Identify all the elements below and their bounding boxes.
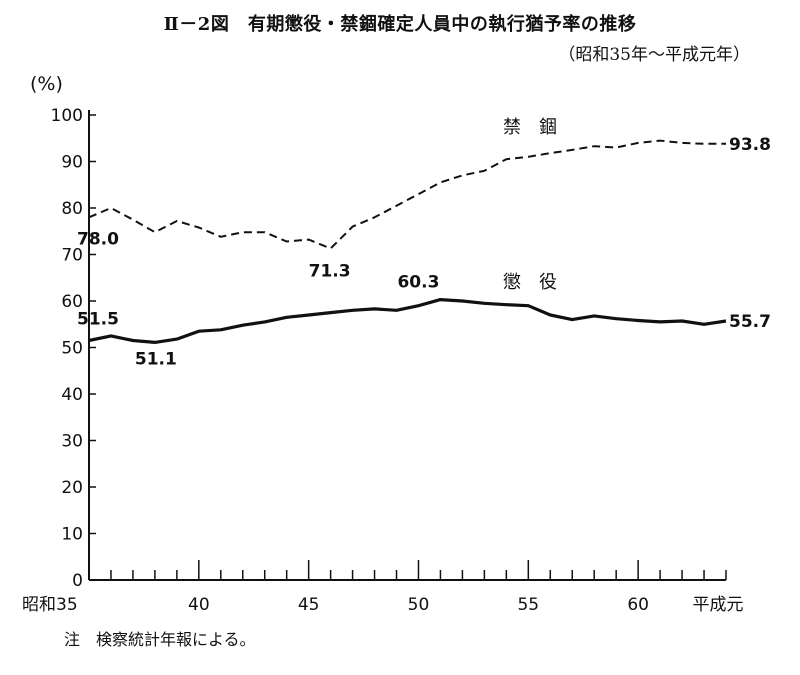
- y-tick-label: 80: [61, 199, 83, 219]
- y-tick-label: 30: [61, 432, 83, 452]
- data-label: 60.3: [397, 273, 439, 293]
- series-line-choeki: [88, 298, 727, 344]
- source-note: 注 検察統計年報による。: [64, 630, 256, 649]
- x-tick-label: 45: [298, 595, 320, 615]
- series-name-label: 禁 錮: [503, 117, 557, 138]
- x-tick-label: 平成元: [693, 595, 744, 615]
- y-tick-label: 50: [61, 339, 83, 359]
- axes: 0 10 20 30 40 50 60 70 80 90 100 (%) 昭和35 40 45 50 55 60 平…: [22, 73, 744, 615]
- series-layer: [88, 139, 727, 344]
- chart-subtitle: （昭和35年～平成元年）: [558, 45, 750, 65]
- y-tick-label: 0: [72, 571, 83, 591]
- y-tick-label: 40: [61, 385, 83, 405]
- y-tick-label: 90: [61, 153, 83, 173]
- y-tick-label: 20: [61, 478, 83, 498]
- y-tick-label: 60: [61, 292, 83, 312]
- x-tick-label: 50: [408, 595, 430, 615]
- x-tick-label: 60: [627, 595, 649, 615]
- y-tick-label: 10: [61, 525, 83, 545]
- series-name-label: 懲 役: [503, 272, 557, 293]
- x-tick-label: 昭和35: [22, 595, 78, 615]
- data-label: 78.0: [77, 229, 119, 249]
- y-tick-label: 100: [51, 106, 83, 126]
- data-label: 93.8: [729, 135, 771, 155]
- y-axis-label: (%): [30, 73, 63, 95]
- data-label: 71.3: [309, 261, 351, 281]
- x-tick-label: 55: [517, 595, 539, 615]
- chart-title: Ⅱ－2図 有期懲役・禁錮確定人員中の執行猶予率の推移: [163, 14, 637, 35]
- x-tick-label: 40: [188, 595, 210, 615]
- data-label: 51.5: [77, 310, 119, 330]
- labels-layer: 禁 錮懲 役 78.0 71.3 93.8 51.5 51.1 60.3 55.7: [77, 117, 771, 369]
- data-label: 55.7: [729, 312, 771, 332]
- data-label: 51.1: [135, 349, 177, 369]
- series-line-kinko: [88, 139, 726, 250]
- y-tick-label: 70: [61, 246, 83, 266]
